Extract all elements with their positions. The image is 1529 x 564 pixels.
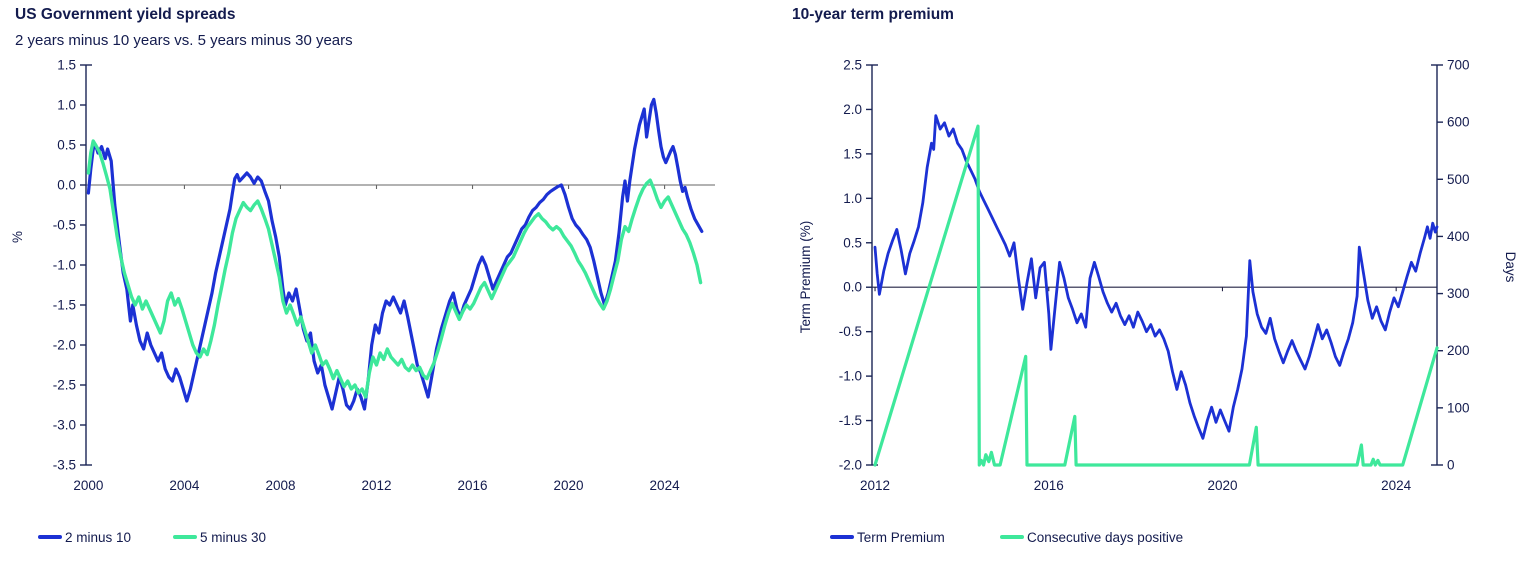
- spreads-series-5-minus-30: [86, 139, 703, 399]
- term_premium-y-tick-label: -2.0: [839, 458, 862, 473]
- term_premium-y2-tick-label: 500: [1447, 172, 1470, 187]
- spreads-x-tick-label: 2016: [457, 478, 487, 493]
- chart-title-spreads: US Government yield spreads: [15, 6, 236, 23]
- term_premium-x-tick-label: 2024: [1381, 478, 1412, 493]
- term_premium-y-tick-label: 0.0: [843, 280, 862, 295]
- legend-item-2-minus-10: 2 minus 10: [38, 529, 131, 545]
- spreads-y-tick-label: 1.5: [57, 58, 76, 73]
- term_premium-y2-tick-label: 200: [1447, 343, 1470, 358]
- term_premium-y-tick-label: 1.5: [843, 146, 862, 161]
- legend-label: 2 minus 10: [65, 529, 132, 545]
- term_premium-y-axis-title: Term Premium (%): [798, 221, 813, 334]
- legend-label: 5 minus 30: [200, 529, 267, 545]
- spreads-y-tick-label: -2.0: [53, 338, 76, 353]
- spreads-x-tick-label: 2024: [650, 478, 681, 493]
- spreads-y-tick-label: 0.5: [57, 138, 76, 153]
- spreads-series-2-minus-10: [86, 97, 704, 411]
- term_premium-y-tick-label: -0.5: [839, 324, 862, 339]
- term_premium-series-consecutive-days-positive: [873, 124, 1439, 467]
- term_premium-y2-tick-label: 600: [1447, 115, 1470, 130]
- spreads-x-tick-label: 2008: [265, 478, 295, 493]
- term_premium-x-tick-label: 2012: [860, 478, 890, 493]
- spreads-y-tick-label: -1.0: [53, 258, 76, 273]
- term_premium-y-tick-label: 2.0: [843, 102, 862, 117]
- term_premium-x-tick-label: 2020: [1207, 478, 1237, 493]
- chart-title-term-premium: 10-year term premium: [792, 6, 954, 23]
- legend-label: Term Premium: [857, 529, 945, 545]
- term_premium-series-term-premium: [873, 114, 1439, 440]
- spreads-y-tick-label: -3.5: [53, 458, 76, 473]
- term_premium-y2-tick-label: 700: [1447, 58, 1470, 73]
- term_premium-y2-tick-label: 400: [1447, 229, 1470, 244]
- legend-line-swatch-blue: [38, 535, 62, 539]
- spreads-x-tick-label: 2000: [73, 478, 103, 493]
- legend-label: Consecutive days positive: [1027, 529, 1184, 545]
- spreads-y-tick-label: -2.5: [53, 378, 76, 393]
- term_premium-y2-tick-label: 100: [1447, 400, 1470, 415]
- spreads-x-tick-label: 2012: [361, 478, 391, 493]
- term_premium-y-tick-label: -1.0: [839, 369, 862, 384]
- term_premium-y2-tick-label: 0: [1447, 458, 1455, 473]
- term_premium-y2-axis-title: Days: [1503, 252, 1518, 283]
- spreads-y-tick-label: -3.0: [53, 418, 76, 433]
- spreads-y-tick-label: -0.5: [53, 218, 76, 233]
- spreads-y-tick-label: -1.5: [53, 298, 76, 313]
- spreads-y-tick-label: 0.0: [57, 178, 76, 193]
- legend-line-swatch-green: [173, 535, 197, 539]
- legend-item-consecutive-days-positive: Consecutive days positive: [1000, 529, 1183, 545]
- spreads-x-tick-label: 2020: [554, 478, 584, 493]
- term_premium-y-tick-label: 2.5: [843, 58, 862, 73]
- legend-line-swatch-blue: [830, 535, 854, 539]
- term_premium-y-tick-label: -1.5: [839, 413, 862, 428]
- legend-item-5-minus-30: 5 minus 30: [173, 529, 266, 545]
- term_premium-y-tick-label: 0.5: [843, 235, 862, 250]
- chart-subtitle-spreads: 2 years minus 10 years vs. 5 years minus…: [15, 32, 353, 49]
- spreads-x-tick-label: 2004: [169, 478, 200, 493]
- legend-item-term-premium: Term Premium: [830, 529, 945, 545]
- legend-line-swatch-green: [1000, 535, 1024, 539]
- term_premium-x-tick-label: 2016: [1034, 478, 1064, 493]
- term_premium-y2-tick-label: 300: [1447, 286, 1470, 301]
- spreads-y-axis-title: %: [10, 231, 25, 243]
- spreads-y-tick-label: 1.0: [57, 98, 76, 113]
- term_premium-y-tick-label: 1.0: [843, 191, 862, 206]
